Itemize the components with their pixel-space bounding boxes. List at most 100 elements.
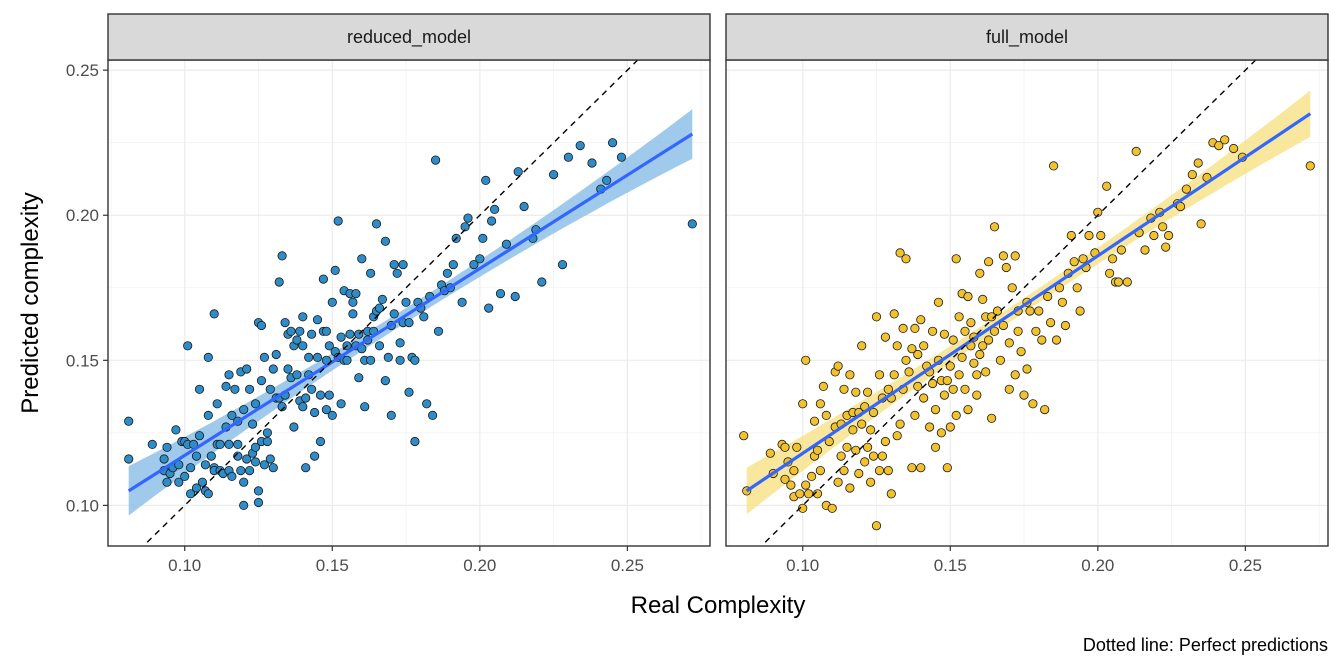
data-point <box>889 370 899 380</box>
data-point <box>798 503 808 513</box>
data-point <box>1078 254 1088 264</box>
x-tick-label: 0.10 <box>168 556 201 575</box>
data-point <box>1214 141 1224 151</box>
strip-label-reduced-model: reduced_model <box>347 27 471 48</box>
data-point <box>892 431 902 441</box>
data-point <box>874 465 885 476</box>
data-point <box>981 367 991 377</box>
data-point <box>348 309 358 319</box>
data-point <box>1105 268 1115 278</box>
data-point <box>481 175 491 185</box>
data-point <box>365 268 376 278</box>
data-point <box>306 329 317 339</box>
data-point <box>927 378 938 389</box>
data-point <box>280 317 290 328</box>
data-point <box>998 251 1009 261</box>
data-point <box>484 303 494 313</box>
data-point <box>306 384 317 394</box>
data-point <box>857 419 867 429</box>
data-point <box>380 375 390 386</box>
data-point <box>963 404 973 415</box>
data-point <box>410 355 420 365</box>
data-point <box>989 326 1000 336</box>
data-point <box>277 402 287 412</box>
data-point <box>227 410 237 420</box>
data-point <box>1158 222 1168 232</box>
data-point <box>966 317 976 328</box>
data-point <box>191 451 202 461</box>
data-point <box>1022 364 1032 374</box>
data-point <box>489 204 500 214</box>
data-point <box>898 323 908 333</box>
data-point <box>419 312 429 322</box>
data-point <box>907 344 917 354</box>
data-point <box>1004 338 1014 348</box>
data-point <box>839 465 849 476</box>
data-point <box>256 375 267 386</box>
data-point <box>194 384 205 394</box>
data-point <box>983 335 994 345</box>
data-point <box>427 410 438 420</box>
data-point <box>1164 230 1174 241</box>
data-point <box>895 419 905 429</box>
data-point <box>1010 251 1020 261</box>
data-point <box>360 402 370 412</box>
panel-full-model: full_model <box>725 13 1329 547</box>
data-point <box>312 352 323 362</box>
data-point <box>239 404 249 415</box>
data-point <box>1019 390 1029 400</box>
data-point <box>442 268 452 278</box>
data-point <box>478 233 488 243</box>
data-point <box>789 465 799 476</box>
data-point <box>901 355 911 365</box>
data-point <box>345 329 355 339</box>
data-point <box>200 460 210 470</box>
data-point <box>239 500 249 510</box>
data-point <box>963 291 973 302</box>
data-point <box>1010 370 1020 380</box>
strip-label-full-model: full_model <box>986 27 1068 48</box>
data-point <box>330 265 340 275</box>
data-point <box>262 436 272 447</box>
data-point <box>969 358 979 368</box>
data-point <box>1072 283 1082 293</box>
data-point <box>986 312 997 322</box>
data-point <box>221 381 231 391</box>
data-point <box>780 474 790 484</box>
data-point <box>171 425 181 435</box>
data-point <box>860 457 870 467</box>
x-tick-label: 0.10 <box>786 556 819 575</box>
data-point <box>924 422 935 432</box>
data-point <box>410 436 420 447</box>
data-point <box>880 436 891 447</box>
data-point <box>224 439 234 449</box>
data-point <box>871 312 882 322</box>
data-point <box>395 338 405 348</box>
data-point <box>1305 161 1315 171</box>
data-point <box>336 332 346 342</box>
panel-reduced-model: reduced_model <box>107 13 711 547</box>
data-point <box>351 288 361 299</box>
data-point <box>1060 320 1071 331</box>
data-point <box>910 410 920 420</box>
data-point <box>815 399 826 409</box>
data-point <box>277 251 287 261</box>
data-point <box>910 323 920 333</box>
data-point <box>986 413 997 423</box>
data-point <box>519 201 529 212</box>
data-point <box>183 341 193 351</box>
data-point <box>401 297 411 307</box>
data-point <box>513 167 523 177</box>
data-point <box>259 352 269 362</box>
data-point <box>348 297 358 307</box>
data-point <box>933 297 944 307</box>
data-point <box>475 254 485 264</box>
y-tick-label: 0.10 <box>66 496 99 515</box>
data-point <box>809 416 820 426</box>
y-tick-label: 0.15 <box>66 351 99 370</box>
data-point <box>989 222 1000 232</box>
x-tick-label: 0.25 <box>1229 556 1262 575</box>
data-point <box>377 294 387 304</box>
data-point <box>1049 161 1059 171</box>
data-point <box>194 431 205 441</box>
